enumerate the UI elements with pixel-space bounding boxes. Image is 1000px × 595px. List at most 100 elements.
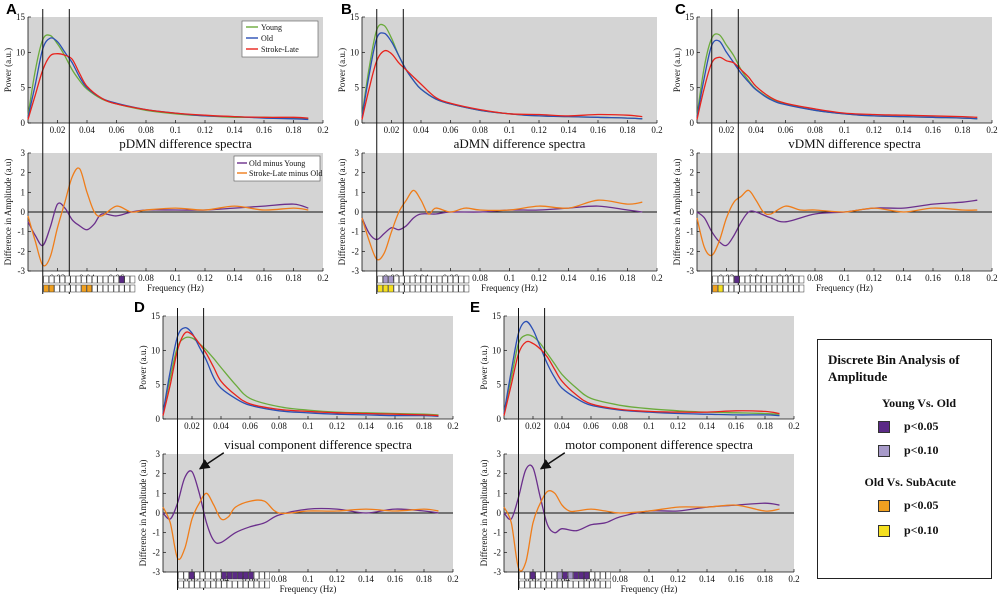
bin-cell [436, 284, 443, 293]
bin-cell [562, 571, 568, 580]
bin-cell [530, 580, 536, 589]
bin-cell [557, 580, 563, 589]
bin-cell [573, 580, 579, 589]
x-tick-label: 0.2 [317, 125, 328, 135]
plot-area [697, 17, 992, 123]
x-tick-label: 0.06 [109, 125, 125, 135]
bin-cell [535, 580, 541, 589]
bin-cell [119, 284, 125, 293]
y-tick-label: 1 [690, 187, 695, 197]
bin-cell [447, 284, 454, 293]
x-tick-label: 0.16 [387, 421, 403, 431]
panel-title: aDMN difference spectra [454, 136, 586, 151]
series-line-stroke-late [361, 49, 643, 120]
bin-cell [377, 275, 383, 284]
bin-cell [70, 275, 76, 284]
series-line-stroke-late [162, 331, 439, 417]
y-tick-label: 3 [21, 148, 26, 158]
legend-label: Stroke-Late [261, 45, 299, 54]
x-tick-label: 0.06 [242, 421, 258, 431]
y-tick-label: -1 [18, 227, 26, 237]
x-tick-label: 0.12 [866, 273, 882, 283]
x-tick-label: 0.16 [256, 273, 272, 283]
x-tick-label: 0.08 [472, 125, 488, 135]
x-tick-label: 0.16 [256, 125, 272, 135]
bin-cell [766, 275, 772, 284]
x-tick-label: 0.18 [286, 273, 302, 283]
key-title: Discrete Bin Analysis of Amplitude [828, 352, 960, 384]
bin-cell [108, 275, 114, 284]
x-tick-label: 0.1 [170, 125, 181, 135]
x-tick-label: 0.02 [50, 125, 66, 135]
bin-cell [442, 275, 448, 284]
bin-cell [248, 571, 254, 580]
bin-cell [600, 571, 606, 580]
x-axis-label: Frequency (Hz) [147, 283, 204, 293]
x-tick-label: 0.2 [651, 125, 662, 135]
bin-cell [216, 580, 222, 589]
x-tick-label: 0.14 [358, 574, 374, 584]
swatch-young-old-p05 [878, 421, 890, 433]
x-tick-label: 0.14 [561, 125, 577, 135]
bin-cell [551, 571, 557, 580]
bin-cell [86, 275, 92, 284]
bin-cell [216, 571, 222, 580]
series-line-old-minus-young [162, 470, 439, 544]
bin-cell [782, 275, 789, 284]
x-tick-label: 0.12 [197, 273, 213, 283]
bin-cell [92, 284, 98, 293]
bin-cell [253, 571, 260, 580]
series-line-old-minus-young [696, 199, 978, 247]
series-line-stroke-late-minus-old [696, 189, 978, 257]
bin-cell [388, 284, 394, 293]
y-axis-label: Difference in Amplitude (a.u) [138, 460, 148, 567]
bin-cell [594, 571, 601, 580]
y-tick-label: 10 [16, 47, 26, 57]
bin-cell [259, 571, 265, 580]
bin-cell [404, 284, 410, 293]
y-tick-label: 5 [497, 380, 502, 390]
bin-cell [589, 580, 595, 589]
x-tick-label: 0.2 [317, 273, 328, 283]
bin-cell [113, 284, 119, 293]
series-line-stroke-late-minus-old [27, 167, 309, 267]
y-tick-label: 15 [492, 311, 502, 321]
bin-cell [717, 275, 724, 284]
bin-cell [442, 284, 448, 293]
y-tick-label: 0 [497, 508, 502, 518]
bin-cell [48, 284, 55, 293]
y-tick-label: 3 [156, 449, 161, 459]
bin-cell [734, 275, 740, 284]
bin-cell [54, 275, 60, 284]
y-tick-label: 0 [355, 118, 360, 128]
bin-cell [199, 571, 206, 580]
x-tick-label: 0.08 [612, 574, 628, 584]
y-tick-label: 3 [690, 148, 695, 158]
bin-cell [210, 571, 216, 580]
y-tick-label: 10 [492, 345, 502, 355]
x-tick-label: 0.1 [504, 273, 515, 283]
bin-cell [415, 284, 421, 293]
bin-cell [426, 284, 432, 293]
x-axis-label: Frequency (Hz) [280, 584, 337, 594]
y-tick-label: -3 [18, 266, 26, 276]
x-tick-label: 0.18 [757, 421, 773, 431]
y-tick-label: 0 [690, 118, 695, 128]
y-tick-label: 2 [497, 469, 502, 479]
y-tick-label: 2 [690, 168, 695, 178]
y-tick-label: -2 [494, 547, 502, 557]
bin-cell [788, 275, 794, 284]
bin-cell [712, 284, 718, 293]
bin-cell [382, 275, 389, 284]
bin-cell [75, 275, 82, 284]
panel-title: visual component difference spectra [224, 437, 412, 452]
panel-letter: A [6, 1, 17, 18]
y-tick-label: 10 [151, 345, 161, 355]
bin-cell [436, 275, 443, 284]
bin-cell [415, 275, 421, 284]
x-tick-label: 0.16 [925, 125, 941, 135]
x-tick-label: 0.12 [329, 421, 345, 431]
